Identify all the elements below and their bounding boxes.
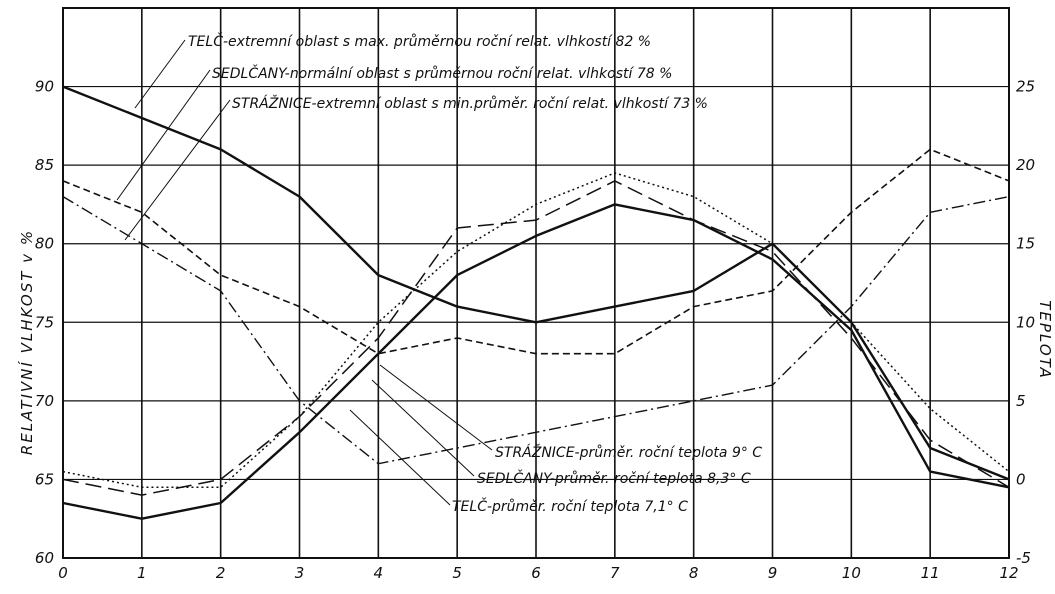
annotation-telc-temperature: TELČ-průměr. roční teplota 7,1° C bbox=[452, 497, 688, 515]
series-line-4 bbox=[62, 203, 1010, 520]
series-line-2 bbox=[62, 148, 1010, 355]
y2-tick-label: 20 bbox=[1016, 156, 1035, 174]
annotation-leader-line bbox=[124, 99, 231, 241]
x-tick-label: 12 bbox=[999, 564, 1018, 582]
annotation-straznice-humidity: STRÁŽNICE-extremní oblast s min.průměr. … bbox=[232, 94, 708, 112]
annotation-leader-line bbox=[116, 69, 211, 201]
x-tick-label: 11 bbox=[921, 564, 940, 582]
y2-tick-label: -5 bbox=[1016, 549, 1031, 567]
y2-tick-label: 0 bbox=[1016, 470, 1026, 488]
y-tick-label: 85 bbox=[35, 156, 54, 174]
y-tick-label: 80 bbox=[35, 235, 54, 253]
series-line-3 bbox=[62, 195, 1010, 465]
y-tick-label: 75 bbox=[35, 313, 54, 331]
x-tick-label: 6 bbox=[531, 564, 541, 582]
y-tick-label: 90 bbox=[35, 78, 54, 96]
annotation-sedlcany-temperature: SEDLČANY-průměr. roční teplota 8,3° C bbox=[477, 469, 751, 487]
x-tick-label: 5 bbox=[452, 564, 462, 582]
y2-tick-label: 15 bbox=[1016, 235, 1035, 253]
series-line-5 bbox=[62, 180, 1010, 496]
annotation-leader-line bbox=[371, 379, 475, 477]
x-tick-label: 10 bbox=[842, 564, 861, 582]
x-tick-label: 7 bbox=[610, 564, 620, 582]
annotation-sedlcany-humidity: SEDLČANY-normální oblast s průměrnou roč… bbox=[212, 64, 672, 82]
y-tick-label: 70 bbox=[35, 392, 54, 410]
x-tick-label: 8 bbox=[689, 564, 699, 582]
annotation-telc-humidity: TELČ-extremní oblast s max. průměrnou ro… bbox=[188, 32, 651, 50]
y-tick-label: 60 bbox=[35, 549, 54, 567]
y2-tick-label: 10 bbox=[1016, 313, 1035, 331]
annotation-leader-line bbox=[379, 364, 493, 451]
annotation-leader-line bbox=[349, 409, 451, 506]
series-line-6 bbox=[62, 172, 1010, 489]
x-tick-label: 0 bbox=[58, 564, 68, 582]
x-tick-label: 1 bbox=[137, 564, 147, 582]
annotation-leader-line bbox=[134, 39, 186, 109]
y-tick-label: 65 bbox=[35, 470, 54, 488]
y2-axis-label: TEPLOTA bbox=[1036, 300, 1054, 379]
x-tick-label: 2 bbox=[216, 564, 226, 582]
y2-tick-label: 5 bbox=[1016, 392, 1026, 410]
x-tick-label: 3 bbox=[295, 564, 305, 582]
y2-tick-label: 25 bbox=[1016, 78, 1035, 96]
x-tick-label: 4 bbox=[374, 564, 384, 582]
annotation-straznice-temperature: STRÁŽNICE-průměr. roční teplota 9° C bbox=[495, 443, 762, 461]
x-tick-label: 9 bbox=[768, 564, 778, 582]
y-axis-label: RELATIVNÍ VLHKOST v % bbox=[17, 229, 36, 455]
